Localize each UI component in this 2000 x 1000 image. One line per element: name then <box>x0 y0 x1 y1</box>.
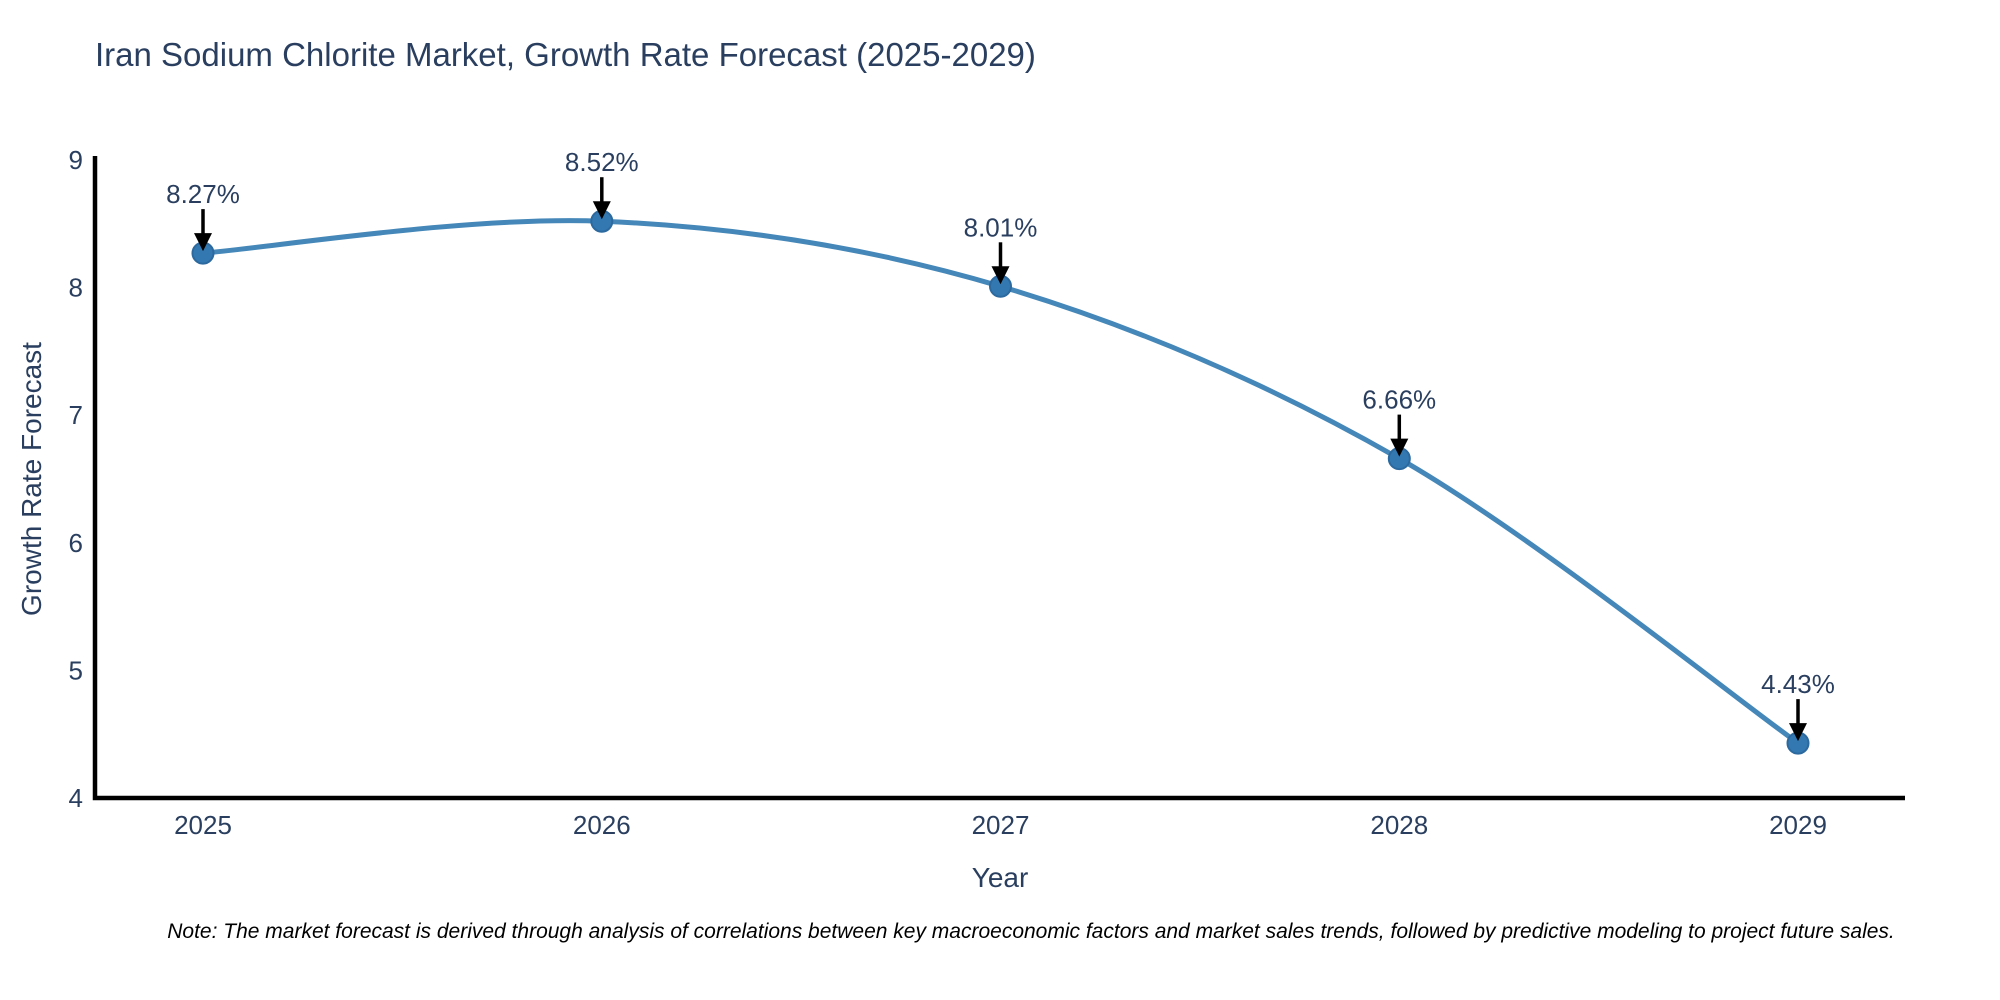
annotation-arrowhead <box>592 201 611 220</box>
x-tick-label: 2025 <box>174 810 232 840</box>
axis-lines <box>92 156 1905 801</box>
data-point-label: 4.43% <box>1761 669 1835 699</box>
data-point-label: 8.01% <box>964 212 1038 242</box>
annotation-arrowhead <box>1789 723 1807 742</box>
x-tick-label: 2028 <box>1370 810 1428 840</box>
x-tick-label: 2027 <box>972 810 1030 840</box>
data-point-label: 8.27% <box>166 179 240 209</box>
y-tick-label: 8 <box>69 273 83 303</box>
annotation-arrowhead <box>194 233 212 252</box>
y-tick-label: 6 <box>69 528 83 558</box>
data-point-label: 8.52% <box>565 147 639 177</box>
y-tick-label: 9 <box>69 145 83 175</box>
chart-title: Iran Sodium Chlorite Market, Growth Rate… <box>95 36 1036 73</box>
forecast-spline-line <box>200 218 1801 746</box>
y-tick-label: 4 <box>69 783 83 813</box>
x-tick-label: 2026 <box>573 810 631 840</box>
y-tick-label: 7 <box>69 400 83 430</box>
data-point-label: 6.66% <box>1362 385 1436 415</box>
y-axis-title: Growth Rate Forecast <box>16 342 47 616</box>
x-tick-label: 2029 <box>1769 810 1827 840</box>
annotation-arrowhead <box>1390 438 1409 457</box>
y-tick-label: 5 <box>69 655 83 685</box>
annotation-arrowhead <box>991 266 1010 285</box>
x-axis-title: Year <box>971 862 1029 893</box>
footnote: Note: The market forecast is derived thr… <box>167 920 1895 943</box>
